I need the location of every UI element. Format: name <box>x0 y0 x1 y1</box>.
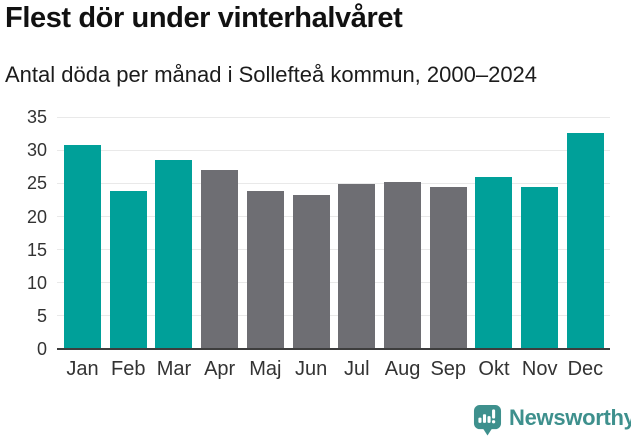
x-axis-label-dec: Dec <box>567 358 604 380</box>
x-axis-label-jun: Jun <box>294 358 328 380</box>
gridline-25 <box>57 182 610 184</box>
mini-barchart-exclamation-glyph <box>478 409 496 424</box>
x-axis-label-mar: Mar <box>156 358 192 380</box>
x-axis-label-sep: Sep <box>430 358 467 380</box>
y-axis-tick-label: 0 <box>36 339 47 359</box>
x-axis-label-aug: Aug <box>384 358 421 380</box>
y-axis-tick-label: 25 <box>26 173 47 194</box>
bar-maj <box>246 190 284 349</box>
bar-feb <box>109 190 147 349</box>
gridline-20 <box>57 216 610 218</box>
chart-title: Flest dör under vinterhalvåret <box>5 2 403 34</box>
gridline-10 <box>57 282 610 284</box>
y-axis-tick-label: 5 <box>36 305 47 326</box>
y-axis-tick-label: 10 <box>26 272 47 293</box>
y-axis-tick-label: 20 <box>26 206 47 227</box>
x-axis-label-feb: Feb <box>110 358 146 380</box>
bar-nov <box>521 187 559 349</box>
x-axis-label-maj: Maj <box>249 358 282 380</box>
x-axis-label-jul: Jul <box>344 358 370 380</box>
y-axis-tick-label: 35 <box>26 107 47 128</box>
y-axis-tick-label: 30 <box>26 140 47 161</box>
newsworthy-logo-icon <box>473 405 502 436</box>
bar-jul <box>338 184 376 349</box>
bar-sep <box>429 186 467 349</box>
bar-jan <box>64 145 101 349</box>
x-axis-label-apr: Apr <box>204 358 236 380</box>
gridline-35 <box>57 116 610 118</box>
bar-aug <box>384 182 422 349</box>
gridline-5 <box>57 315 610 317</box>
newsworthy-logo: Newsworthy <box>473 404 631 436</box>
gridline-15 <box>57 249 610 251</box>
chart-subtitle: Antal döda per månad i Sollefteå kommun,… <box>5 62 538 87</box>
x-axis-label-nov: Nov <box>521 358 558 380</box>
bar-apr <box>201 170 239 349</box>
x-axis-line <box>57 348 610 350</box>
newsworthy-wordmark: Newsworthy <box>509 405 631 430</box>
x-axis-label-jan: Jan <box>66 358 99 380</box>
bar-mar <box>155 160 193 349</box>
bar-dec <box>566 133 604 349</box>
x-axis-label-okt: Okt <box>478 358 510 380</box>
bar-jun <box>292 195 330 349</box>
y-axis-tick-label: 15 <box>26 239 47 260</box>
gridline-30 <box>57 149 610 151</box>
bar-okt <box>475 177 513 349</box>
